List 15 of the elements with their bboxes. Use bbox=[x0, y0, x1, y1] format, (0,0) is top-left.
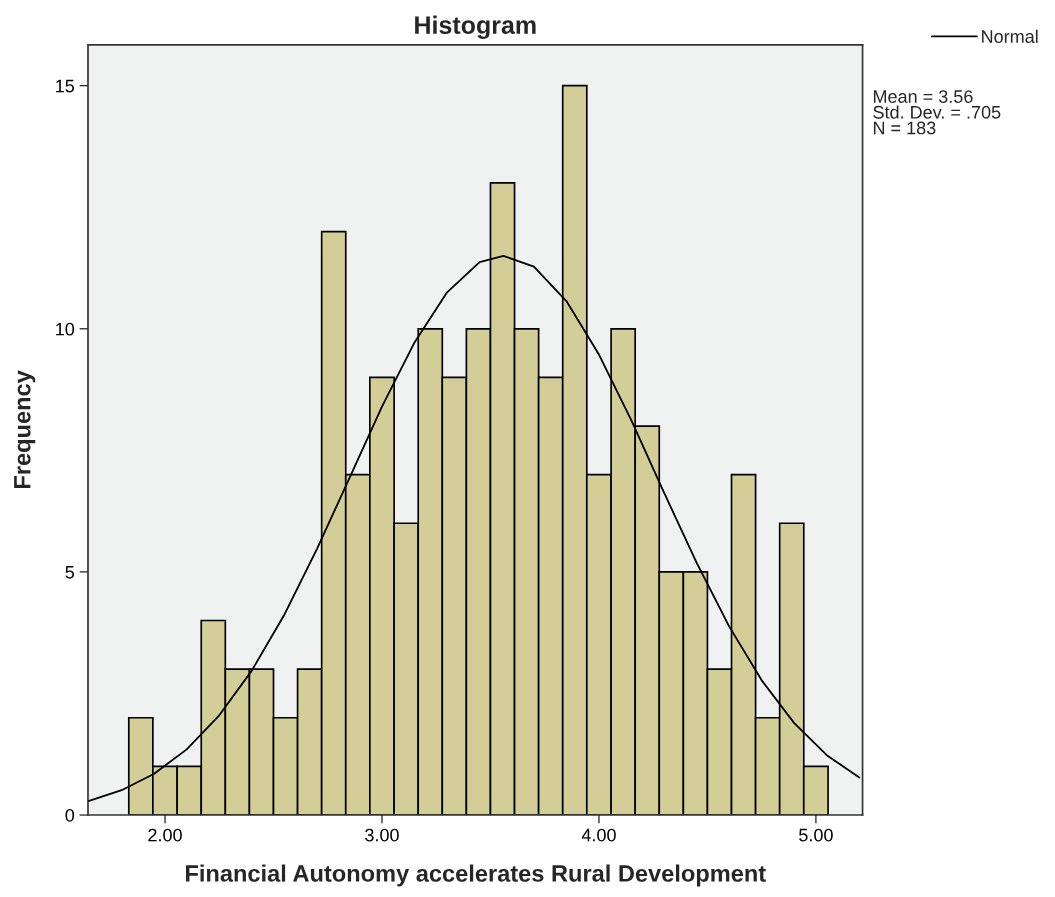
text: Std. Dev. = .705 bbox=[873, 105, 1001, 119]
x-tick-label: 5.00 bbox=[799, 828, 833, 842]
y-tick-label: 0 bbox=[65, 808, 75, 822]
y-tick-label: 15 bbox=[56, 79, 75, 93]
x-tick-label: 2.00 bbox=[148, 828, 182, 842]
x-tick-label: 4.00 bbox=[581, 828, 616, 842]
text: Mean = 3.56 bbox=[873, 90, 973, 103]
y-axis-title: Frequency bbox=[14, 370, 36, 489]
legend-label: Normal bbox=[982, 29, 1038, 43]
x-axis-title: Financial Autonomy accelerates Rural Development bbox=[186, 864, 766, 887]
y-tick-label: 10 bbox=[56, 322, 75, 336]
x-tick-label: 3.00 bbox=[365, 828, 399, 842]
text: N = 183 bbox=[873, 121, 936, 135]
chart-title: Histogram bbox=[415, 15, 536, 40]
y-tick-label: 5 bbox=[65, 566, 75, 579]
